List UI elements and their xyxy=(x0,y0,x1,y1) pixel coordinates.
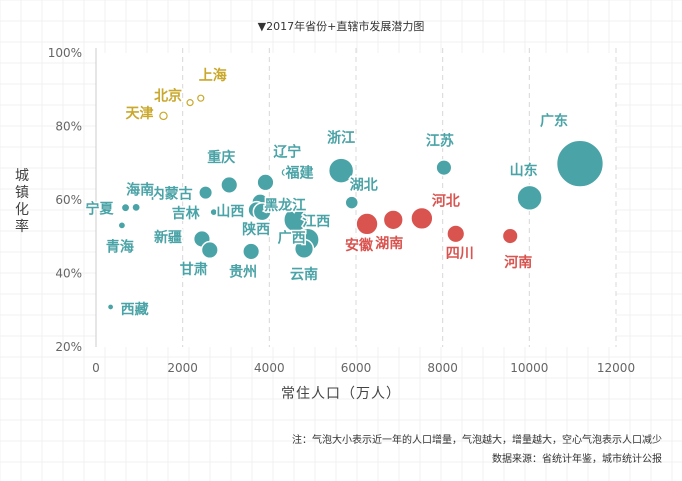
y-tick-label: 20% xyxy=(55,340,82,354)
x-tick-label: 12000 xyxy=(597,361,635,375)
x-tick-label: 10000 xyxy=(510,361,548,375)
bubble-江苏 xyxy=(435,159,453,177)
bubble-label-内蒙古: 内蒙古 xyxy=(151,186,193,203)
bubble-label-江苏: 江苏 xyxy=(426,133,454,150)
chart-source: 数据来源：省统计年鉴，城市统计公报 xyxy=(492,454,662,465)
bubble-湖北 xyxy=(344,195,360,210)
bubble-吉林 xyxy=(209,207,219,217)
x-tick-label: 6000 xyxy=(341,361,372,375)
bubble-label-陕西: 陕西 xyxy=(242,221,270,238)
bubble-label-辽宁: 辽宁 xyxy=(273,143,301,160)
bubble-label-安徽: 安徽 xyxy=(345,237,374,254)
bubble-label-青海: 青海 xyxy=(106,238,134,255)
bubble-江西 xyxy=(283,206,310,234)
bubble-河北 xyxy=(410,206,434,231)
bubble-四川 xyxy=(446,224,466,244)
bubble-label-重庆: 重庆 xyxy=(207,149,235,166)
bubble-湖南 xyxy=(382,209,404,231)
chart-title: ▼2017年省份+直辖市发展潜力图 xyxy=(257,20,425,33)
bubble-内蒙古 xyxy=(198,185,214,201)
bubble-贵州 xyxy=(242,242,261,261)
bubble-label-山西: 山西 xyxy=(216,204,244,220)
bubble-label-贵州: 贵州 xyxy=(229,263,257,280)
bubble-label-福建: 福建 xyxy=(284,164,313,181)
x-tick-label: 0 xyxy=(92,361,100,375)
bubble-西藏 xyxy=(106,303,115,311)
bubble-label-海南: 海南 xyxy=(126,181,154,198)
x-tick-label: 8000 xyxy=(427,361,458,375)
y-tick-label: 40% xyxy=(55,267,82,281)
bubble-label-浙江: 浙江 xyxy=(327,130,355,147)
bubble-辽宁 xyxy=(281,168,289,177)
bubble-海南 xyxy=(131,202,142,213)
bubble-label-江西: 江西 xyxy=(302,213,330,230)
bubble-上海 xyxy=(197,94,205,102)
bubble-山东 xyxy=(516,184,543,212)
bubble-陕西 xyxy=(252,202,272,222)
chart-note: 注：气泡大小表示近一年的人口增量，气泡越大，增量越大，空心气泡表示人口减少 xyxy=(292,435,662,446)
bubble-label-河北: 河北 xyxy=(432,192,460,209)
bubble-label-湖北: 湖北 xyxy=(350,178,378,194)
bubble-甘肃 xyxy=(200,240,219,260)
bubble-河南 xyxy=(501,227,519,245)
bubble-label-四川: 四川 xyxy=(446,246,474,262)
bubble-label-云南: 云南 xyxy=(290,266,318,283)
y-axis-label: 城镇化率 xyxy=(15,168,29,235)
bubble-label-新疆: 新疆 xyxy=(154,229,182,246)
x-tick-label: 2000 xyxy=(167,361,198,375)
bubble-广东 xyxy=(555,139,605,188)
bubble-label-甘肃: 甘肃 xyxy=(180,261,208,278)
bubble-label-宁夏: 宁夏 xyxy=(86,201,115,218)
bubble-天津 xyxy=(159,111,168,121)
bubble-浙江 xyxy=(327,157,355,184)
bubble-label-天津: 天津 xyxy=(125,105,153,122)
bubble-label-山东: 山东 xyxy=(510,162,538,179)
bubble-云南 xyxy=(293,238,315,259)
bubble-label-北京: 北京 xyxy=(154,88,182,105)
bubble-label-广东: 广东 xyxy=(540,113,568,130)
bubble-label-河南: 河南 xyxy=(504,254,532,271)
bubble-label-黑龙江: 黑龙江 xyxy=(264,197,306,214)
x-axis-label: 常住人口（万人） xyxy=(281,386,401,402)
bubble-label-湖南: 湖南 xyxy=(375,235,403,252)
bubble-label-广西: 广西 xyxy=(278,230,306,247)
bubble-宁夏 xyxy=(120,202,131,213)
bubble-北京 xyxy=(186,99,194,107)
x-tick-label: 4000 xyxy=(254,361,285,375)
bubble-福建 xyxy=(256,173,275,192)
bubble-label-上海: 上海 xyxy=(199,67,227,84)
bubble-重庆 xyxy=(220,175,239,195)
bubble-label-吉林: 吉林 xyxy=(172,205,200,222)
y-tick-label: 80% xyxy=(55,120,82,134)
bubble-安徽 xyxy=(355,212,379,236)
y-tick-label: 100% xyxy=(48,46,82,60)
y-tick-label: 60% xyxy=(55,193,82,207)
bubble-青海 xyxy=(117,220,127,230)
bubble-label-西藏: 西藏 xyxy=(121,301,149,318)
